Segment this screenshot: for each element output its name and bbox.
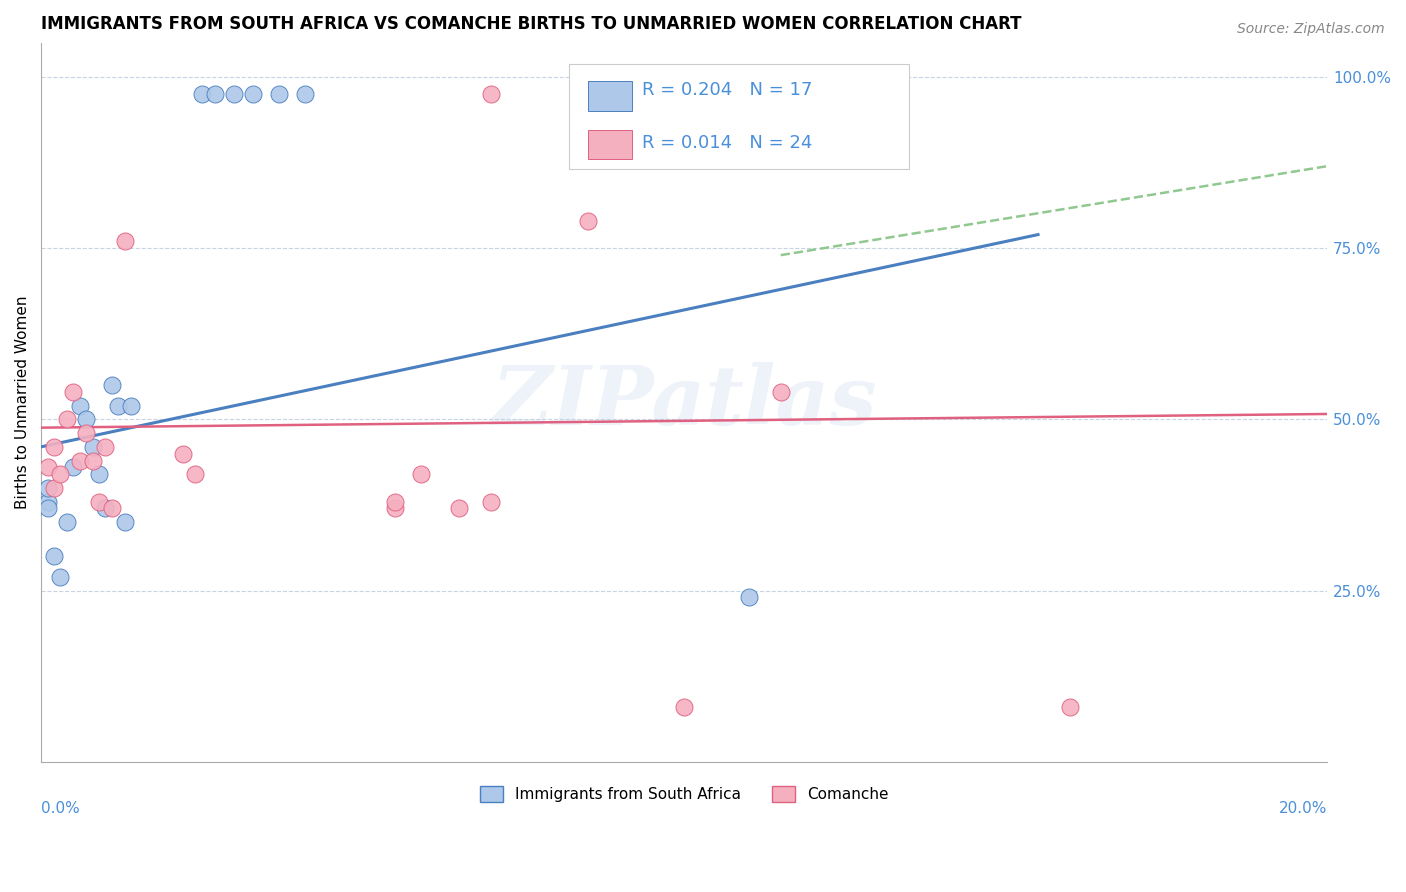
Text: R = 0.014   N = 24: R = 0.014 N = 24 [641, 135, 813, 153]
Point [56, 515, 79, 529]
Point [384, 494, 406, 508]
Point [75, 412, 97, 426]
Point [82, 453, 104, 467]
Point [87, 467, 110, 482]
Point [69, 399, 91, 413]
Point [769, 385, 792, 400]
Text: Source: ZipAtlas.com: Source: ZipAtlas.com [1237, 22, 1385, 37]
Point [114, 235, 136, 249]
Point [242, 87, 264, 102]
Point [56, 412, 79, 426]
Point [737, 591, 759, 605]
Point [49, 570, 72, 584]
Point [94, 440, 117, 454]
FancyBboxPatch shape [588, 129, 631, 160]
Point [75, 426, 97, 441]
Point [673, 700, 696, 714]
Point [62, 460, 84, 475]
Legend: Immigrants from South Africa, Comanche: Immigrants from South Africa, Comanche [474, 780, 894, 808]
Point [204, 87, 226, 102]
Point [449, 501, 471, 516]
Point [42, 481, 65, 495]
Point [37, 494, 59, 508]
Text: 0.0%: 0.0% [41, 801, 80, 816]
Point [37, 481, 59, 495]
Point [409, 467, 432, 482]
Point [479, 494, 502, 508]
Point [479, 87, 502, 102]
Point [42, 440, 65, 454]
Point [384, 501, 406, 516]
Point [37, 501, 59, 516]
Point [69, 453, 91, 467]
Point [62, 385, 84, 400]
Point [184, 467, 207, 482]
Point [42, 549, 65, 564]
Point [222, 87, 245, 102]
Point [107, 399, 129, 413]
Point [267, 87, 290, 102]
Text: IMMIGRANTS FROM SOUTH AFRICA VS COMANCHE BIRTHS TO UNMARRIED WOMEN CORRELATION C: IMMIGRANTS FROM SOUTH AFRICA VS COMANCHE… [41, 15, 1022, 33]
Point [1059, 700, 1081, 714]
Point [120, 399, 142, 413]
Point [191, 87, 214, 102]
FancyBboxPatch shape [568, 64, 910, 169]
Y-axis label: Births to Unmarried Women: Births to Unmarried Women [15, 295, 30, 509]
Point [82, 440, 104, 454]
Point [49, 467, 72, 482]
Point [172, 447, 194, 461]
Point [94, 501, 117, 516]
Point [294, 87, 316, 102]
Point [576, 214, 599, 228]
Point [101, 501, 124, 516]
Point [37, 460, 59, 475]
FancyBboxPatch shape [588, 81, 631, 111]
Text: ZIPatlas: ZIPatlas [492, 362, 877, 442]
Text: R = 0.204   N = 17: R = 0.204 N = 17 [641, 81, 813, 99]
Point [101, 378, 124, 392]
Point [87, 494, 110, 508]
Text: 20.0%: 20.0% [1279, 801, 1327, 816]
Point [114, 515, 136, 529]
